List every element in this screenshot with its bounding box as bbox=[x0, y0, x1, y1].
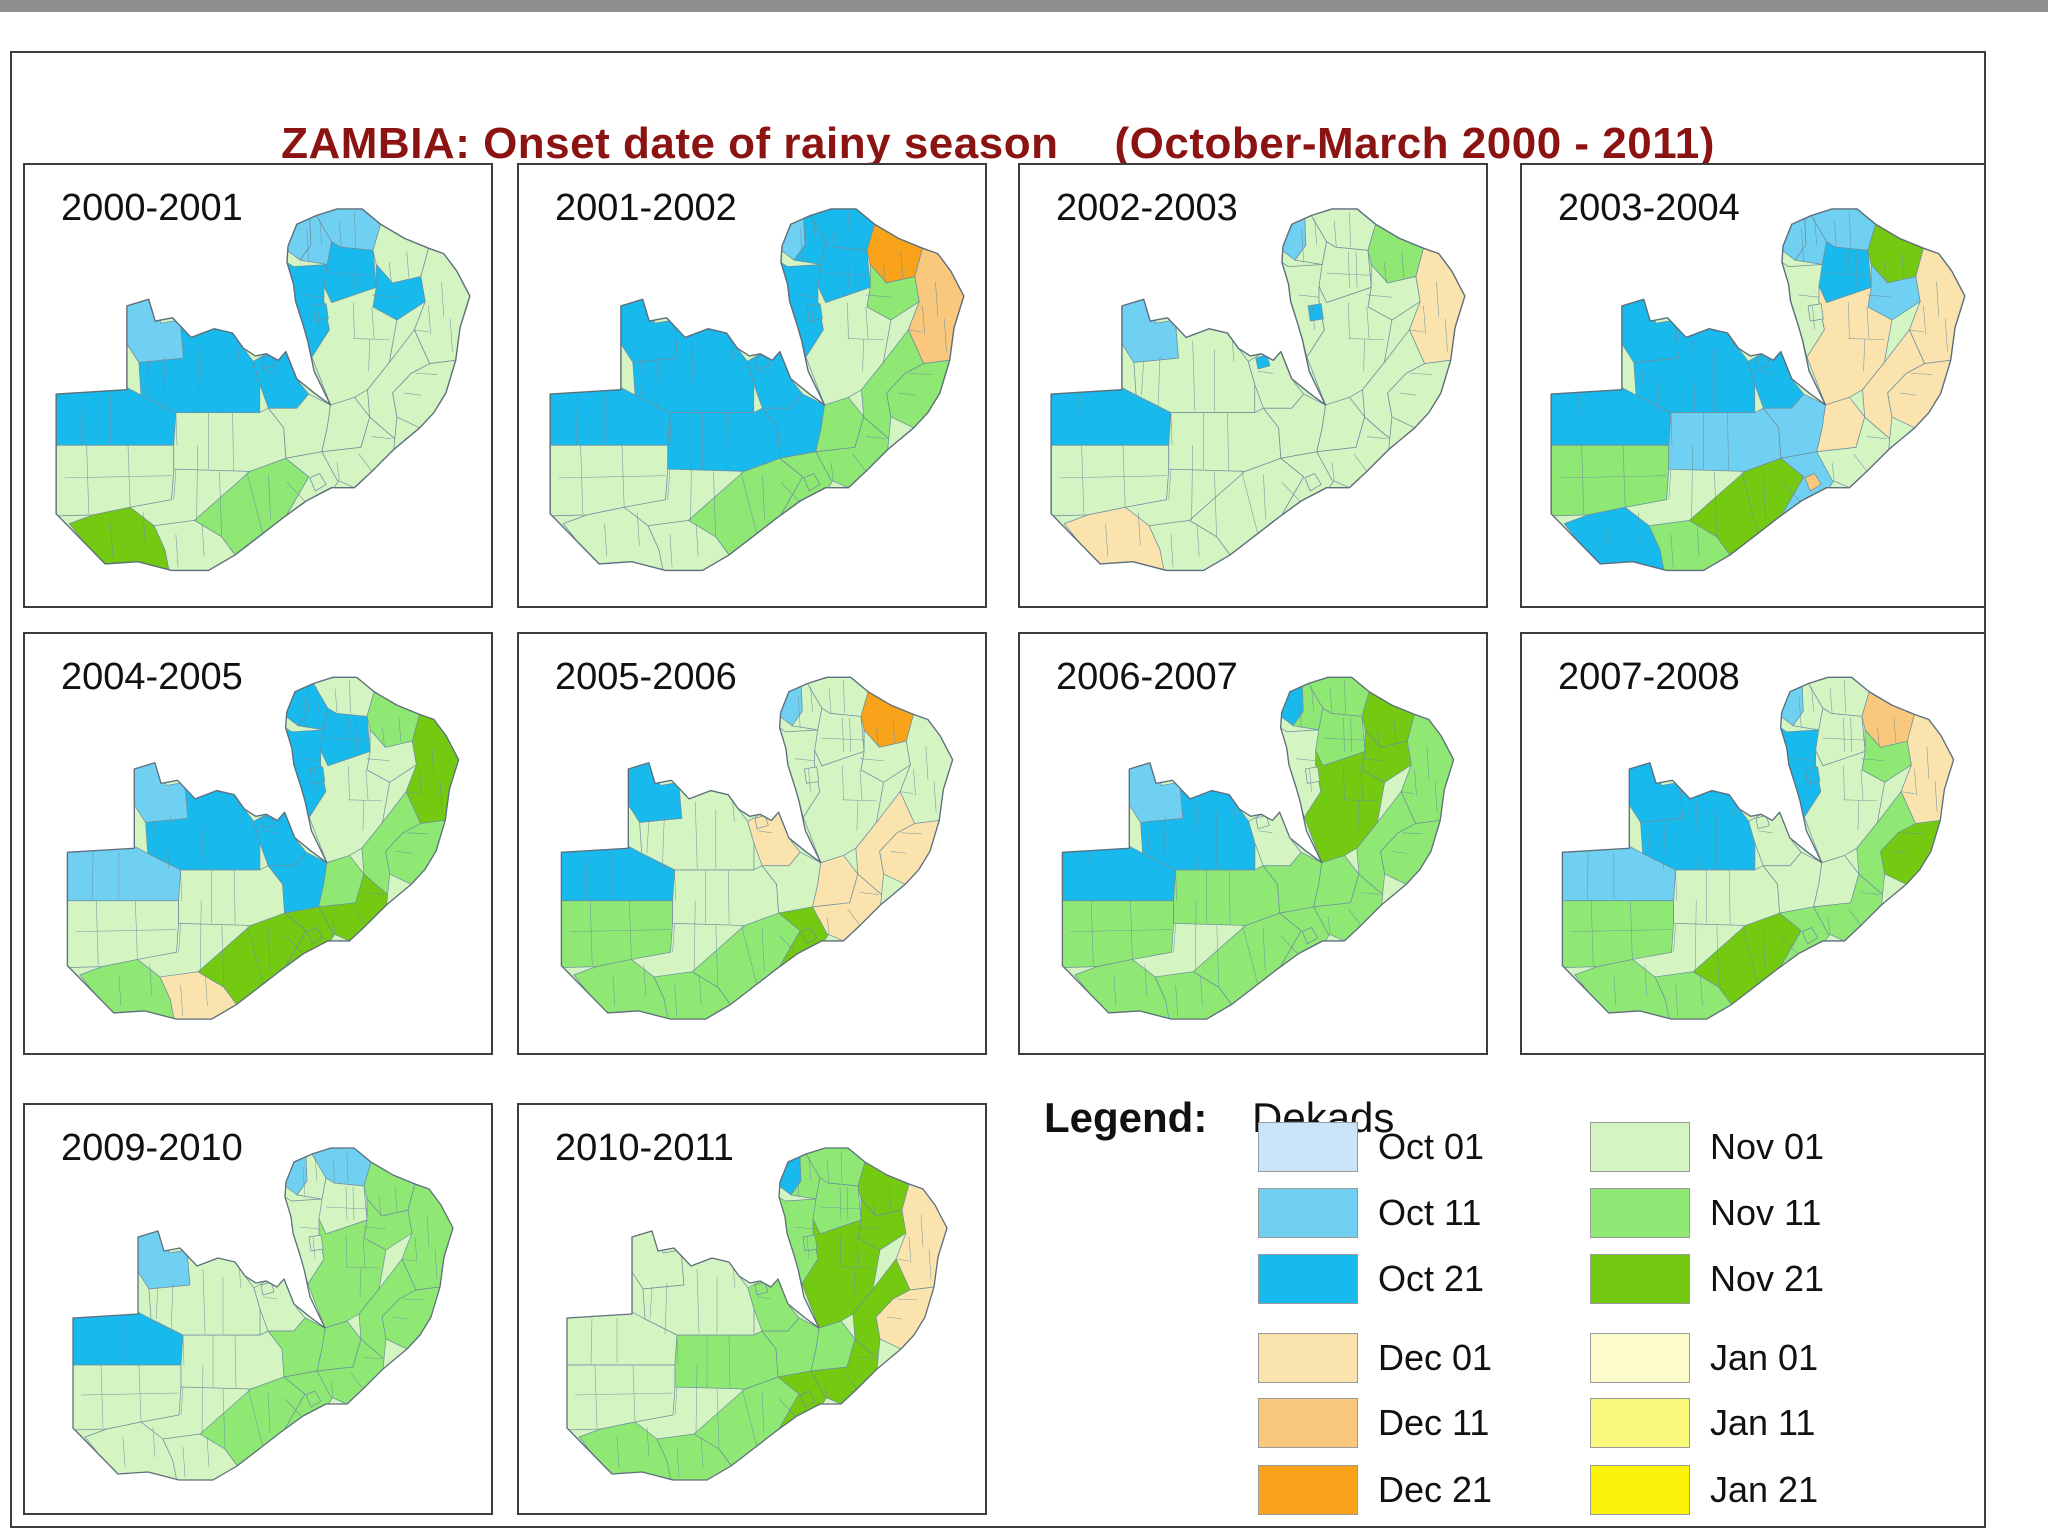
legend-swatch-jan11 bbox=[1590, 1398, 1690, 1448]
panel-year-label: 2005-2006 bbox=[555, 656, 737, 698]
legend-swatch-dec21 bbox=[1258, 1465, 1358, 1515]
zambia-country-outline bbox=[1550, 208, 1966, 572]
zambia-country-outline bbox=[1050, 208, 1466, 572]
district-mesh-lines bbox=[558, 212, 947, 568]
legend-label-nov21: Nov 21 bbox=[1710, 1258, 1825, 1299]
figure-title: ZAMBIA: Onset date of rainy season (Octo… bbox=[12, 119, 1984, 169]
map-panel-2002-2003: 2002-2003 bbox=[1018, 163, 1488, 608]
panel-year-label: 2001-2002 bbox=[555, 187, 737, 229]
district-mesh-lines bbox=[80, 1150, 438, 1478]
map-holder bbox=[1538, 666, 1978, 1049]
map-panel-2006-2007: 2006-2007 bbox=[1018, 632, 1488, 1055]
legend-swatch-nov11 bbox=[1590, 1188, 1690, 1238]
map-holder bbox=[1036, 666, 1480, 1049]
panel-year-label: 2010-2011 bbox=[555, 1127, 734, 1169]
zambia-choropleth-map bbox=[1561, 676, 1955, 1020]
legend-swatch-jan01 bbox=[1590, 1333, 1690, 1383]
legend-label-jan21: Jan 21 bbox=[1710, 1469, 1819, 1510]
legend-label-oct01: Oct 01 bbox=[1378, 1126, 1485, 1167]
legend-swatch-nov01 bbox=[1590, 1122, 1690, 1172]
map-holder bbox=[535, 197, 979, 602]
map-panel-2000-2001: 2000-2001 bbox=[23, 163, 493, 608]
map-holder bbox=[535, 1137, 979, 1509]
legend-swatch-nov21 bbox=[1590, 1254, 1690, 1304]
district-regions bbox=[73, 1148, 453, 1480]
title-main: ZAMBIA: Onset date of rainy season bbox=[281, 119, 1059, 168]
district-mesh-lines bbox=[1559, 212, 1948, 568]
legend-label-jan01: Jan 01 bbox=[1710, 1337, 1819, 1378]
map-panel-2007-2008: 2007-2008 bbox=[1520, 632, 1986, 1055]
zambia-country-outline bbox=[1061, 676, 1455, 1020]
zambia-country-outline bbox=[560, 676, 954, 1020]
district-regions bbox=[561, 677, 953, 1020]
district-regions bbox=[1062, 677, 1454, 1020]
zambia-country-outline bbox=[72, 1147, 454, 1481]
panel-year-label: 2000-2001 bbox=[61, 187, 243, 229]
window-top-edge bbox=[0, 0, 2048, 12]
map-holder bbox=[1538, 197, 1978, 602]
panel-year-label: 2006-2007 bbox=[1056, 656, 1238, 698]
district-mesh-lines bbox=[569, 680, 937, 1017]
map-holder bbox=[535, 666, 979, 1049]
zambia-choropleth-map bbox=[560, 676, 954, 1020]
district-mesh-lines bbox=[75, 680, 443, 1017]
district-regions bbox=[1551, 208, 1965, 571]
zambia-choropleth-map bbox=[549, 208, 965, 572]
panel-year-label: 2009-2010 bbox=[61, 1127, 243, 1169]
map-panel-2004-2005: 2004-2005 bbox=[23, 632, 493, 1055]
district-regions bbox=[1051, 208, 1465, 571]
legend-swatch-dec01 bbox=[1258, 1333, 1358, 1383]
map-holder bbox=[41, 666, 485, 1049]
district-mesh-lines bbox=[574, 1150, 932, 1478]
district-mesh-lines bbox=[64, 212, 453, 568]
legend-label-oct21: Oct 21 bbox=[1378, 1258, 1485, 1299]
map-panel-2010-2011: 2010-2011 bbox=[517, 1103, 987, 1515]
legend-swatch-oct11 bbox=[1258, 1188, 1358, 1238]
zambia-choropleth-map bbox=[1050, 208, 1466, 572]
zambia-country-outline bbox=[549, 208, 965, 572]
zambia-choropleth-map bbox=[55, 208, 471, 572]
map-holder bbox=[1036, 197, 1480, 602]
legend-label-dec21: Dec 21 bbox=[1378, 1469, 1493, 1510]
legend: Legend: Dekads Oct 01 Oct 11 Oct 21 Dec … bbox=[1018, 1090, 1984, 1520]
zambia-country-outline bbox=[66, 676, 460, 1020]
map-panel-2009-2010: 2009-2010 bbox=[23, 1103, 493, 1515]
district-mesh-lines bbox=[1070, 680, 1438, 1017]
legend-label-nov11: Nov 11 bbox=[1710, 1192, 1822, 1233]
legend-label-jan11: Jan 11 bbox=[1710, 1402, 1816, 1443]
legend-swatch-oct21 bbox=[1258, 1254, 1358, 1304]
legend-swatch-jan21 bbox=[1590, 1465, 1690, 1515]
map-panel-2001-2002: 2001-2002 bbox=[517, 163, 987, 608]
zambia-country-outline bbox=[1561, 676, 1955, 1020]
map-holder bbox=[41, 1137, 485, 1509]
district-mesh-lines bbox=[1059, 212, 1448, 568]
zambia-choropleth-map bbox=[66, 676, 460, 1020]
legend-swatch-dec11 bbox=[1258, 1398, 1358, 1448]
zambia-country-outline bbox=[566, 1147, 948, 1481]
district-mesh-lines bbox=[1570, 680, 1938, 1017]
panel-year-label: 2004-2005 bbox=[61, 656, 243, 698]
legend-label-dec01: Dec 01 bbox=[1378, 1337, 1493, 1378]
zambia-choropleth-map bbox=[566, 1147, 948, 1481]
map-holder bbox=[41, 197, 485, 602]
zambia-choropleth-map bbox=[72, 1147, 454, 1481]
zambia-choropleth-map bbox=[1061, 676, 1455, 1020]
panel-year-label: 2002-2003 bbox=[1056, 187, 1238, 229]
legend-label-nov01: Nov 01 bbox=[1710, 1126, 1825, 1167]
district-regions bbox=[1562, 677, 1954, 1020]
map-panel-2005-2006: 2005-2006 bbox=[517, 632, 987, 1055]
legend-label-dec11: Dec 11 bbox=[1378, 1402, 1490, 1443]
title-range: (October-March 2000 - 2011) bbox=[1114, 119, 1715, 168]
zambia-choropleth-map bbox=[1550, 208, 1966, 572]
zambia-country-outline bbox=[55, 208, 471, 572]
map-panel-2003-2004: 2003-2004 bbox=[1520, 163, 1986, 608]
panel-year-label: 2003-2004 bbox=[1558, 187, 1740, 229]
district-regions bbox=[67, 677, 459, 1020]
legend-title: Legend: bbox=[1044, 1094, 1208, 1141]
legend-label-oct11: Oct 11 bbox=[1378, 1192, 1482, 1233]
panel-year-label: 2007-2008 bbox=[1558, 656, 1740, 698]
district-regions bbox=[567, 1148, 947, 1480]
legend-swatch-oct01 bbox=[1258, 1122, 1358, 1172]
